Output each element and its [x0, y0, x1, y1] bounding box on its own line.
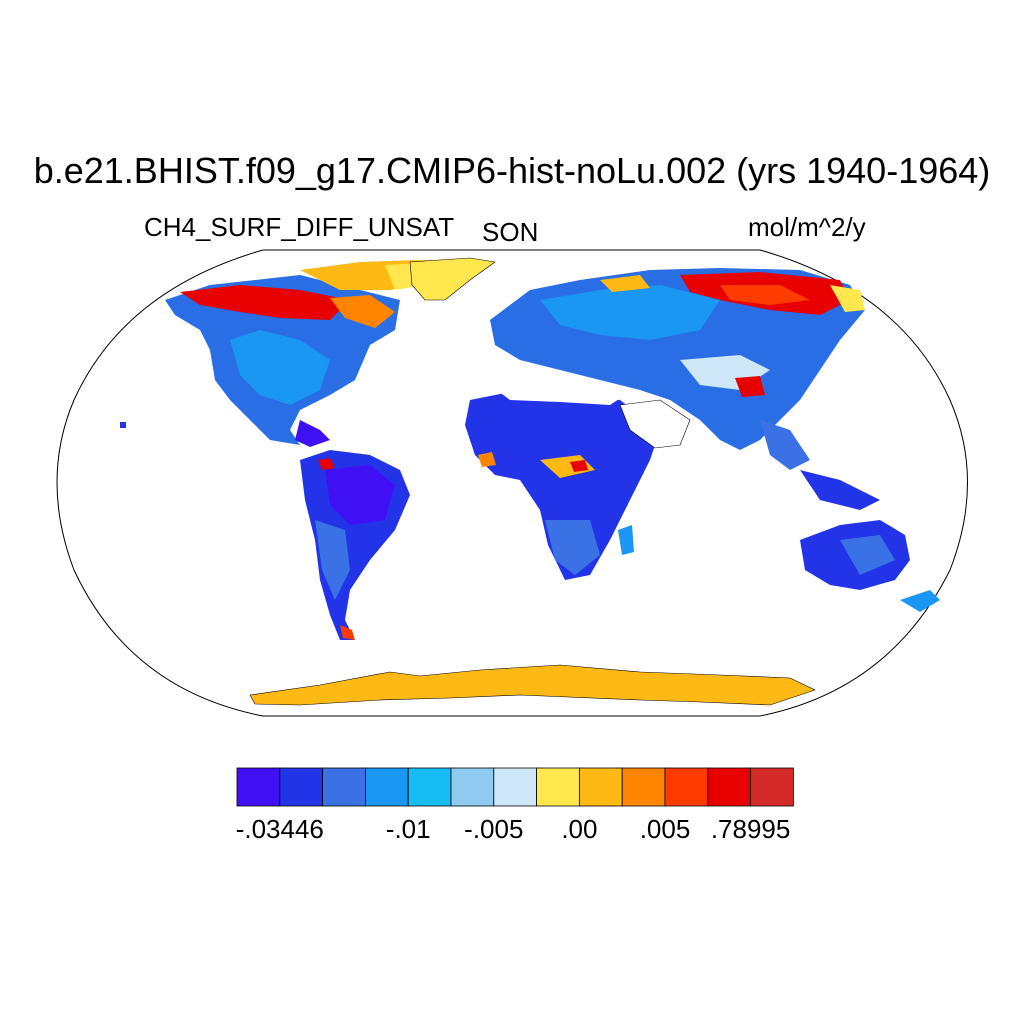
plot-title: b.e21.BHIST.f09_g17.CMIP6-hist-noLu.002 …: [33, 150, 991, 191]
colorbar-label-2: -.005: [464, 814, 524, 844]
colorbar-box: [621, 767, 666, 807]
colorbar-box: [364, 767, 409, 807]
colorbar-label-0: -.03446: [235, 814, 324, 844]
colorbar-label-5: .78995: [710, 814, 791, 844]
colorbar-box: [322, 767, 366, 807]
colorbar: [236, 767, 794, 807]
arabia: [619, 399, 691, 449]
season-label: SON: [482, 217, 539, 247]
colorbar-box: [707, 767, 751, 807]
colorbar-label-3: .00: [561, 814, 598, 844]
colorbar-box: [750, 767, 794, 807]
africa: [465, 378, 660, 580]
north-america: [120, 260, 480, 447]
south-america: [300, 450, 410, 640]
colorbar-box: [664, 767, 709, 807]
colorbar-box: [279, 767, 323, 807]
colorbar-label-4: .005: [639, 814, 691, 844]
colorbar-box: [450, 767, 495, 807]
units-label: mol/m^2/y: [748, 212, 866, 242]
colorbar-box: [407, 767, 452, 807]
australia: [800, 520, 940, 612]
colorbar-box: [493, 767, 537, 807]
eurasia: [490, 268, 880, 510]
variable-label: CH4_SURF_DIFF_UNSAT: [144, 212, 455, 242]
antarctica: [249, 664, 816, 706]
greenland: [409, 257, 496, 301]
colorbar-label-1: -.01: [385, 814, 431, 844]
colorbar-box: [578, 767, 623, 807]
colorbar-box: [236, 767, 281, 807]
colorbar-box: [536, 767, 580, 807]
